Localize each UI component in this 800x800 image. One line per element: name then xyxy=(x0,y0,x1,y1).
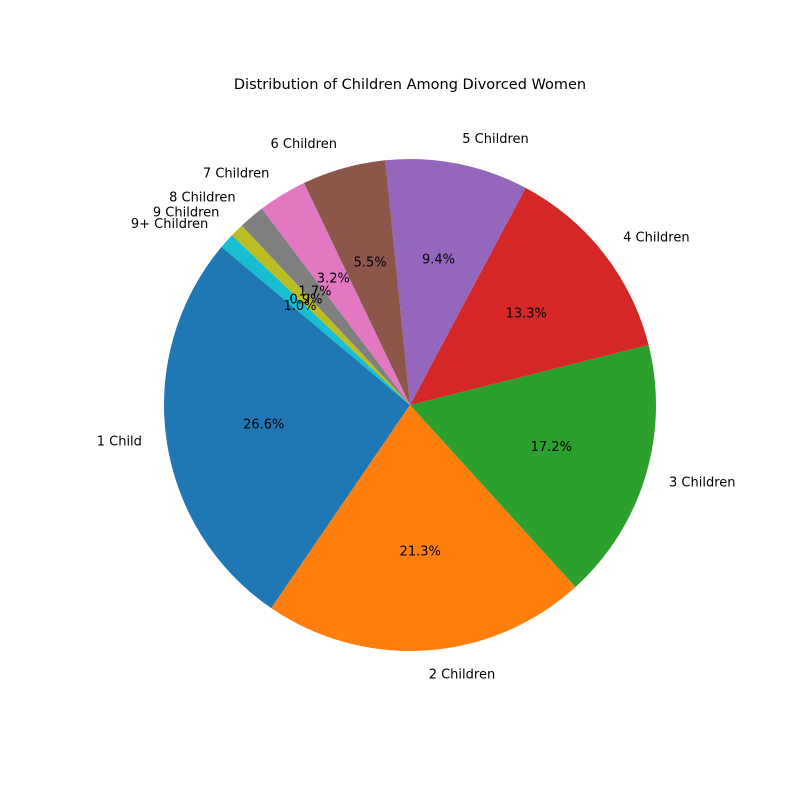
percent-label: 3.2% xyxy=(317,271,350,286)
pie-slice xyxy=(231,225,410,405)
pie-slice xyxy=(271,405,576,651)
slice-label: 6 Children xyxy=(270,137,337,152)
percent-label: 0.9% xyxy=(290,293,323,308)
slice-label: 4 Children xyxy=(623,231,690,246)
percent-label: 5.5% xyxy=(354,255,387,270)
percent-labels: 26.6% 21.3% 17.2% 13.3% 9.4% 5.5% 3.2%1.7%0.9%… xyxy=(243,253,572,560)
pie-slices xyxy=(163,159,656,651)
pie-slice xyxy=(303,160,410,405)
percent-label: 9.4% xyxy=(422,253,455,268)
percent-label: 17.2% xyxy=(531,440,572,455)
pie-slice xyxy=(241,208,410,405)
slice-label: 2 Children xyxy=(429,667,496,682)
slice-label: 7 Children xyxy=(203,166,270,181)
pie-slice xyxy=(261,183,410,405)
slice-label: 8 Children xyxy=(169,191,236,206)
slice-label: 9 Children xyxy=(153,205,220,220)
slice-labels: 1 Child 2 Children 3 Children 4 Children 5 C… xyxy=(97,132,736,682)
slice-label: 3 Children xyxy=(669,476,736,491)
percent-label: 1.0% xyxy=(283,299,316,314)
pie-slice xyxy=(221,235,410,405)
percent-label: 21.3% xyxy=(400,545,441,560)
slice-label: 9+ Children xyxy=(131,217,208,232)
pie-slice xyxy=(410,344,656,588)
pie-slice xyxy=(410,187,649,405)
slice-label: 1 Child xyxy=(97,434,142,449)
percent-label: 26.6% xyxy=(243,418,284,433)
pie-slice xyxy=(385,159,526,405)
pie-slice xyxy=(163,246,410,609)
percent-label: 13.3% xyxy=(506,307,547,322)
slice-label: 5 Children xyxy=(462,132,528,147)
percent-label: 1.7% xyxy=(298,285,331,300)
chart-title: Distribution of Children Among Divorced … xyxy=(234,77,586,93)
